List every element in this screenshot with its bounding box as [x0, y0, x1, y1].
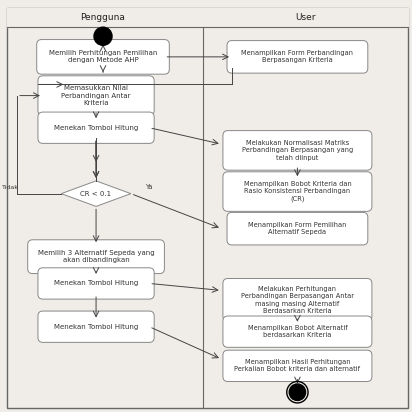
Text: Menekan Tombol Hitung: Menekan Tombol Hitung: [54, 125, 138, 131]
FancyBboxPatch shape: [223, 131, 372, 170]
FancyBboxPatch shape: [37, 40, 169, 74]
FancyBboxPatch shape: [227, 41, 368, 73]
FancyBboxPatch shape: [223, 350, 372, 382]
FancyBboxPatch shape: [223, 279, 372, 321]
FancyBboxPatch shape: [223, 172, 372, 211]
FancyBboxPatch shape: [38, 76, 154, 115]
FancyBboxPatch shape: [38, 112, 154, 143]
Text: Memilih 3 Alternatif Sepeda yang
akan dibandingkan: Memilih 3 Alternatif Sepeda yang akan di…: [38, 250, 154, 263]
Text: Memilih Perhitungan Pemilihan
dengan Metode AHP: Memilih Perhitungan Pemilihan dengan Met…: [49, 50, 157, 63]
Text: Menekan Tombol Hitung: Menekan Tombol Hitung: [54, 281, 138, 286]
Text: Pengguna: Pengguna: [81, 13, 126, 22]
Text: Menampilkan Form Pemilihan
Alternatif Sepeda: Menampilkan Form Pemilihan Alternatif Se…: [248, 222, 346, 235]
FancyBboxPatch shape: [223, 316, 372, 347]
Text: Menekan Tombol Hitung: Menekan Tombol Hitung: [54, 324, 138, 330]
Text: Menampilkan Hasil Perhitungan
Perkalian Bobot kriteria dan alternatif: Menampilkan Hasil Perhitungan Perkalian …: [234, 359, 360, 372]
Text: CR < 0.1: CR < 0.1: [80, 191, 112, 197]
Text: Menampilkan Bobot Alternatif
berdasarkan Kriteria: Menampilkan Bobot Alternatif berdasarkan…: [248, 325, 347, 338]
Text: Melakukan Perhitungan
Perbandingan Berpasangan Antar
masing masing Alternatif
Be: Melakukan Perhitungan Perbandingan Berpa…: [241, 286, 354, 314]
Circle shape: [94, 27, 112, 45]
FancyBboxPatch shape: [28, 240, 164, 274]
FancyBboxPatch shape: [38, 268, 154, 299]
Text: Tidak: Tidak: [2, 185, 19, 190]
Polygon shape: [61, 181, 131, 206]
FancyBboxPatch shape: [7, 8, 408, 408]
Text: User: User: [295, 13, 316, 22]
FancyBboxPatch shape: [38, 311, 154, 342]
FancyBboxPatch shape: [227, 213, 368, 245]
Circle shape: [289, 384, 306, 400]
Text: Menampilkan Form Perbandingan
Berpasangan Kriteria: Menampilkan Form Perbandingan Berpasanga…: [241, 50, 353, 63]
Text: Melakukan Normalisasi Matriks
Perbandingan Berpasangan yang
telah diinput: Melakukan Normalisasi Matriks Perbanding…: [242, 140, 353, 161]
Text: Ya: Ya: [145, 183, 153, 190]
Text: Memasukkan Nilai
Perbandingan Antar
Kriteria: Memasukkan Nilai Perbandingan Antar Krit…: [61, 85, 131, 106]
Text: Menampilkan Bobot Kriteria dan
Rasio Konsistensi Perbandingan
(CR): Menampilkan Bobot Kriteria dan Rasio Kon…: [243, 181, 351, 202]
